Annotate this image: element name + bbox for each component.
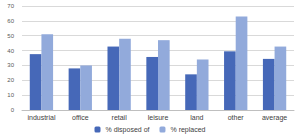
svg-text:20: 20: [7, 77, 14, 83]
svg-text:industrial: industrial: [27, 114, 55, 121]
svg-text:leisure: leisure: [148, 114, 169, 121]
svg-text:land: land: [190, 114, 203, 121]
svg-text:10: 10: [7, 92, 14, 98]
svg-text:other: other: [228, 114, 245, 121]
svg-text:average: average: [262, 114, 287, 122]
svg-text:% replaced: % replaced: [170, 126, 205, 134]
svg-text:office: office: [72, 114, 89, 121]
svg-text:retail: retail: [112, 114, 128, 121]
svg-text:60: 60: [7, 18, 14, 24]
svg-text:% disposed of: % disposed of: [106, 126, 150, 134]
svg-text:0: 0: [11, 107, 15, 113]
svg-text:70: 70: [7, 3, 14, 9]
svg-text:30: 30: [7, 62, 14, 68]
svg-text:50: 50: [7, 33, 14, 39]
svg-text:40: 40: [7, 48, 14, 54]
